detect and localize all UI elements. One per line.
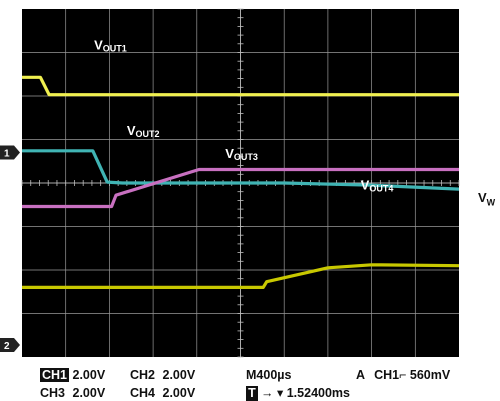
trace-out3 (22, 167, 459, 209)
trigger-arrow-icon: → ▾ (261, 386, 284, 400)
channel-markers: 12 (0, 145, 20, 352)
trace-out4 (22, 263, 460, 289)
timebase-value: M400µs (246, 368, 292, 382)
trace-label-out1: VOUT1 (94, 37, 127, 53)
channel-marker-2 (0, 338, 20, 352)
trigger-channel: CH1 (374, 368, 400, 382)
ch1-label: CH1 (40, 368, 70, 382)
trigger-mode: A (356, 368, 365, 382)
traces (22, 75, 460, 289)
channel-marker-label: 1 (4, 149, 10, 160)
trace-label-out3: VOUT3 (225, 146, 258, 162)
ch3-scale: 2.00V (72, 386, 106, 400)
ch2-label: CH2 (130, 368, 156, 382)
ch4-scale: 2.00V (162, 386, 196, 400)
trace-out2 (22, 149, 460, 191)
channel-marker-1 (0, 145, 20, 160)
trace-label-out4: VOUT4 (361, 178, 394, 194)
ch3-label: CH3 (40, 386, 66, 400)
status-ch2: CH2 2.00V (130, 368, 195, 383)
status-trigger-position: T → ▾ 1.52400ms (246, 386, 350, 401)
trigger-position-value: 1.52400ms (286, 386, 350, 400)
status-timebase: M400µs (246, 368, 291, 383)
trace-label-out2: VOUT2 (127, 123, 160, 139)
trigger-edge-icon: ⌐ (399, 368, 407, 382)
side-label: VW (478, 190, 496, 208)
trace-out1 (22, 75, 459, 97)
trigger-level: 560mV (409, 368, 451, 382)
ch1-scale: 2.00V (72, 368, 106, 382)
trace-labels: VOUT1 VOUT2 VOUT3 VOUT4 (94, 37, 393, 193)
channel-marker-label: 2 (4, 341, 10, 352)
status-ch1: CH1 2.00V (40, 368, 105, 383)
ch2-scale: 2.00V (162, 368, 196, 382)
trigger-position-icon: T (246, 386, 258, 401)
status-ch3: CH3 2.00V (40, 386, 105, 401)
status-trigger: A CH1⌐ 560mV (356, 368, 450, 383)
status-ch4: CH4 2.00V (130, 386, 195, 401)
ch4-label: CH4 (130, 386, 156, 400)
